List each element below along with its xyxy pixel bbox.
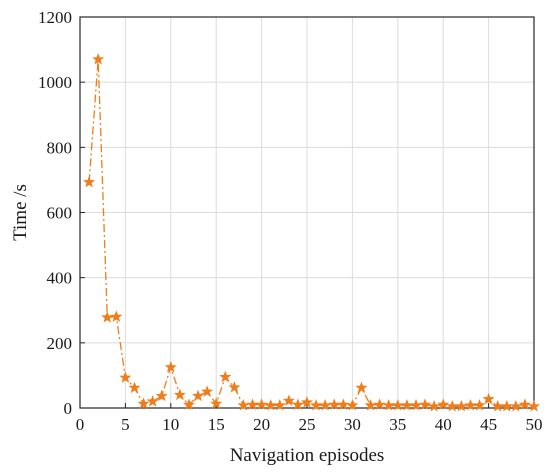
data-point-marker <box>182 398 196 410</box>
data-point-marker <box>282 394 295 406</box>
data-point-marker <box>201 385 214 397</box>
data-point-marker <box>473 399 486 411</box>
data-point-marker <box>364 399 377 411</box>
data-point-marker <box>527 400 541 412</box>
data-point-marker <box>446 400 459 412</box>
data-point-marker <box>237 399 250 411</box>
data-point-marker <box>173 388 186 401</box>
x-tick-label: 40 <box>435 415 452 434</box>
y-tick-label: 600 <box>47 204 73 223</box>
data-point-marker <box>191 389 205 402</box>
y-tick-label: 1000 <box>38 73 72 92</box>
data-point-marker <box>509 400 522 412</box>
data-point-marker <box>128 381 141 393</box>
data-point-marker <box>300 396 314 408</box>
data-point-marker <box>437 398 450 410</box>
data-point-marker <box>92 53 105 65</box>
x-axis-ticks: 0 5 10 15 20 25 30 35 40 45 50 <box>76 403 543 434</box>
data-point-marker <box>409 399 423 411</box>
data-point-marker <box>319 399 332 411</box>
data-point-marker <box>83 175 96 188</box>
y-tick-label: 200 <box>47 334 73 353</box>
data-point-marker <box>346 399 359 411</box>
y-tick-label: 400 <box>47 269 73 288</box>
data-point-marker <box>219 370 232 383</box>
x-tick-label: 50 <box>526 415 543 434</box>
data-point-marker <box>164 360 177 373</box>
y-tick-label: 800 <box>47 138 73 157</box>
data-point-marker <box>137 397 150 409</box>
series-group <box>83 53 541 412</box>
data-point-marker <box>428 400 441 412</box>
data-point-marker <box>155 389 168 402</box>
data-point-marker <box>355 381 368 393</box>
y-tick-label: 0 <box>64 399 73 418</box>
x-tick-label: 45 <box>480 415 497 434</box>
data-point-marker <box>291 398 304 410</box>
data-point-marker <box>491 400 504 412</box>
x-tick-label: 15 <box>208 415 225 434</box>
data-point-marker <box>455 400 468 412</box>
data-point-marker <box>500 400 513 412</box>
data-point-marker <box>228 381 241 393</box>
data-point-marker <box>255 398 268 410</box>
x-tick-label: 0 <box>76 415 85 434</box>
data-point-marker <box>373 398 386 410</box>
x-tick-label: 25 <box>299 415 316 434</box>
data-point-marker <box>210 397 223 409</box>
grid-lines <box>80 17 534 408</box>
data-point-marker <box>337 398 350 410</box>
data-point-marker <box>146 395 159 407</box>
x-tick-label: 10 <box>162 415 179 434</box>
data-point-marker <box>119 371 132 383</box>
y-axis-title: Time /s <box>10 184 31 241</box>
x-axis-title: Navigation episodes <box>230 445 385 466</box>
data-point-marker <box>101 311 114 323</box>
x-tick-label: 20 <box>253 415 270 434</box>
y-tick-label: 1200 <box>38 8 72 27</box>
x-tick-label: 35 <box>389 415 406 434</box>
data-point-marker <box>482 392 495 405</box>
x-tick-label: 30 <box>344 415 361 434</box>
series-line <box>88 59 535 408</box>
y-axis-ticks: 0 200 400 600 800 1000 1200 <box>38 8 85 418</box>
data-point-marker <box>273 399 286 411</box>
data-point-marker <box>418 398 432 410</box>
data-point-marker <box>110 310 123 322</box>
x-tick-label: 5 <box>121 415 130 434</box>
data-point-marker <box>518 398 531 410</box>
